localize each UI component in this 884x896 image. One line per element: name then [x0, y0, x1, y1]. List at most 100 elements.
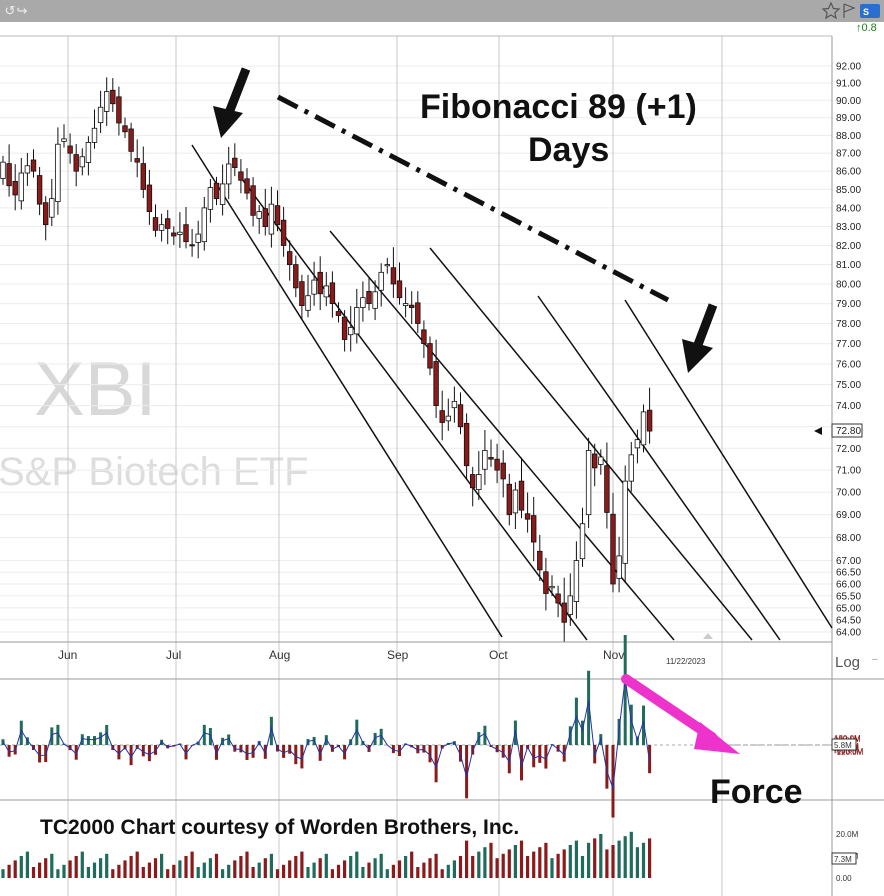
volume-bar — [184, 856, 188, 878]
volume-bar — [593, 838, 597, 878]
candle — [110, 78, 116, 112]
candle — [317, 256, 323, 311]
candle — [280, 206, 287, 257]
last-price-marker: 72.80 — [814, 423, 863, 438]
candle — [73, 144, 79, 187]
candle — [646, 387, 653, 444]
flag-icon[interactable] — [843, 3, 856, 18]
price-axis: 92.00 91.00 90.00 89.00 88.00 87.00 86.00 85.00… — [836, 62, 861, 639]
candle — [598, 449, 604, 475]
candle — [311, 261, 317, 306]
volume-bar — [477, 851, 481, 878]
last-price-label: 72.80 — [836, 426, 861, 437]
candle — [408, 291, 415, 325]
volume-bar — [99, 858, 103, 878]
y-tick-label: 83.00 — [836, 222, 861, 233]
volume-bar — [465, 840, 469, 878]
candle — [323, 272, 329, 307]
candlestick-series — [0, 77, 653, 643]
volume-bar — [1, 869, 5, 878]
candle — [488, 439, 494, 467]
candle — [189, 229, 195, 257]
candle — [433, 339, 439, 419]
y-tick-label: 72.00 — [836, 444, 861, 455]
volume-tick-label: 0.00 — [836, 874, 852, 883]
candle — [628, 442, 634, 492]
candle — [140, 146, 146, 199]
volume-bar — [635, 847, 639, 878]
candle — [213, 176, 220, 206]
candle — [445, 398, 451, 431]
candle — [421, 320, 427, 359]
volume-bar — [343, 860, 347, 878]
month-label-aug: Aug — [269, 648, 290, 662]
arrow-down-left-1 — [213, 67, 251, 138]
star-icon[interactable] — [822, 2, 841, 20]
candle — [134, 139, 140, 178]
candle — [567, 573, 573, 626]
candle — [555, 585, 561, 618]
candle — [439, 390, 445, 441]
y-tick-label: 64.50 — [836, 615, 861, 626]
candle — [225, 146, 232, 200]
candle — [256, 205, 262, 234]
volume-bar — [324, 853, 328, 878]
candle — [494, 443, 500, 484]
candle — [262, 188, 268, 236]
volume-bar — [471, 856, 475, 878]
volume-bar — [38, 862, 42, 878]
volume-bar — [196, 867, 200, 878]
volume-bar — [483, 847, 487, 878]
candle — [622, 465, 628, 583]
back-icon[interactable]: ↺ — [4, 3, 16, 18]
channel-line-1 — [191, 144, 503, 638]
scale-dropdown-icon[interactable]: – — [872, 654, 878, 665]
y-tick-label: 67.00 — [836, 556, 861, 567]
volume-bar — [385, 869, 389, 878]
volume-bar — [648, 838, 652, 878]
volume-bar — [361, 867, 365, 878]
y-tick-label: 87.00 — [836, 149, 861, 160]
volume-bar — [50, 853, 54, 878]
candle — [476, 451, 482, 501]
volume-bar — [330, 869, 334, 878]
y-tick-label: 85.00 — [836, 185, 861, 196]
volume-bar — [410, 851, 414, 878]
date-marker-icon — [703, 633, 713, 639]
candle — [634, 429, 641, 464]
volume-bar — [617, 840, 621, 878]
candle — [43, 196, 49, 241]
force-average-line — [2, 678, 651, 789]
force-label: Force — [710, 773, 803, 811]
title-line-1: Fibonacci 89 (+1) — [420, 88, 697, 126]
volume-bar — [80, 851, 84, 878]
volume-bar — [458, 856, 463, 878]
volume-bar — [404, 856, 408, 878]
candle — [201, 196, 207, 251]
y-tick-label: 66.00 — [836, 580, 861, 591]
volume-bar — [501, 853, 505, 878]
scan-icon[interactable] — [860, 4, 880, 18]
candle — [6, 144, 12, 197]
volume-bar — [227, 864, 231, 878]
candle — [531, 496, 537, 562]
candle — [543, 557, 549, 611]
volume-bar — [397, 860, 402, 878]
candle — [366, 277, 372, 311]
volume-bar — [117, 864, 121, 878]
candle — [592, 443, 598, 487]
candle — [158, 213, 165, 242]
candle — [549, 575, 555, 597]
volume-bar — [519, 840, 524, 878]
y-tick-label: 92.00 — [836, 62, 861, 73]
candle — [24, 152, 31, 186]
forward-icon[interactable]: ↪ — [16, 3, 28, 18]
candle — [36, 167, 43, 216]
log-scale-label[interactable]: Log — [835, 654, 860, 671]
candle — [372, 280, 378, 321]
candle — [506, 473, 512, 526]
watermark-symbol: XBI — [34, 347, 157, 432]
candle — [67, 133, 73, 164]
volume-bar — [532, 851, 536, 878]
volume-bar — [172, 864, 176, 878]
